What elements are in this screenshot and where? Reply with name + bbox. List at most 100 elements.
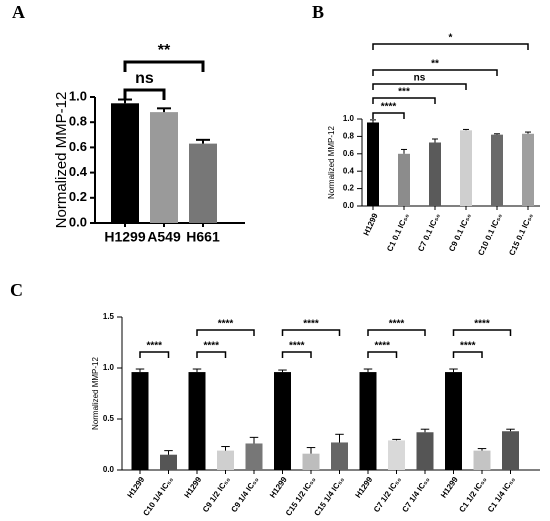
significance-bracket	[196, 351, 227, 358]
significance-bracket	[123, 88, 166, 100]
x-tick-label: C9 0.1 IC₅₀	[447, 212, 473, 253]
bar	[131, 372, 149, 470]
y-tick-label: 0.2	[343, 184, 355, 193]
x-tick-label: H1299	[104, 229, 145, 245]
bar	[359, 372, 377, 470]
significance-bracket	[139, 351, 170, 358]
significance-label: ****	[460, 341, 476, 352]
significance-label: ns	[135, 70, 154, 87]
significance-label: ****	[303, 319, 319, 330]
bar	[367, 122, 379, 206]
significance-label: ns	[414, 73, 426, 84]
y-tick-label: 1.5	[103, 312, 115, 321]
y-tick-label: 0.0	[69, 214, 87, 229]
x-tick-label: H1299	[125, 475, 146, 500]
bar	[188, 372, 206, 470]
y-tick-label: 0.6	[69, 139, 87, 154]
bar	[398, 153, 410, 206]
bar	[388, 440, 405, 470]
significance-label: ***	[398, 87, 410, 98]
x-tick-label: C15 0.1 IC₅₀	[507, 212, 535, 257]
x-tick-label: A549	[147, 229, 181, 245]
y-tick-label: 1.0	[343, 114, 355, 123]
y-axis-label: Normalized MMP-12	[53, 92, 70, 229]
x-tick-label: C7 1/4 IC₅₀	[400, 475, 431, 514]
significance-bracket	[452, 329, 512, 336]
significance-bracket	[372, 83, 467, 90]
significance-bracket	[372, 97, 436, 104]
x-tick-label: C9 1/4 IC₅₀	[229, 475, 260, 514]
significance-label: ****	[289, 341, 305, 352]
significance-label: **	[431, 59, 439, 70]
y-axis-label: Normalized MMP-12	[91, 356, 100, 429]
significance-label: ****	[389, 319, 405, 330]
bar	[491, 134, 503, 206]
y-tick-label: 1.0	[103, 363, 115, 372]
x-tick-label: C10 0.1 IC₅₀	[476, 212, 504, 257]
x-tick-label: H661	[186, 229, 220, 245]
y-tick-label: 0.0	[103, 465, 115, 474]
x-tick-label: C1 0.1 IC₅₀	[385, 212, 411, 253]
x-tick-label: H1299	[268, 475, 289, 500]
x-tick-label: C7 0.1 IC₅₀	[416, 212, 442, 253]
significance-bracket	[372, 69, 498, 76]
x-tick-label: H1299	[182, 475, 203, 500]
significance-bracket	[367, 351, 398, 358]
significance-bracket	[372, 43, 529, 50]
panel-label: B	[312, 2, 324, 22]
y-tick-label: 0.4	[343, 166, 355, 175]
y-tick-label: 0.4	[69, 164, 88, 179]
significance-bracket	[367, 329, 426, 336]
significance-bracket	[123, 60, 205, 72]
significance-label: ****	[218, 319, 234, 330]
bar	[460, 130, 472, 206]
bar	[445, 372, 462, 470]
significance-bracket	[281, 351, 312, 358]
x-tick-label: H1299	[353, 475, 374, 500]
panel-label: C	[10, 280, 23, 300]
bar	[160, 454, 177, 470]
significance-label: *	[449, 33, 453, 44]
significance-label: **	[158, 42, 171, 59]
bar	[274, 372, 291, 470]
bar	[245, 443, 263, 470]
significance-bracket	[372, 112, 405, 119]
significance-bracket	[281, 329, 341, 336]
bar	[150, 112, 178, 223]
y-tick-label: 0.8	[69, 114, 87, 129]
y-axis-label: Normalized MMP-12	[327, 125, 336, 198]
y-tick-label: 0.5	[103, 414, 115, 423]
bar	[331, 442, 348, 470]
x-tick-label: C9 1/2 IC₅₀	[201, 475, 232, 514]
significance-label: ****	[474, 319, 490, 330]
x-tick-label: C7 1/2 IC₅₀	[372, 475, 403, 514]
bar	[217, 450, 234, 470]
bar	[416, 432, 434, 470]
x-tick-label: H1299	[439, 475, 460, 500]
y-tick-label: 1.0	[69, 88, 87, 103]
x-tick-label: H1299	[362, 211, 380, 237]
bar	[189, 143, 217, 223]
bar	[111, 103, 139, 223]
bar	[429, 142, 441, 206]
y-tick-label: 0.0	[343, 201, 355, 210]
panel-label: A	[12, 2, 25, 22]
bar	[473, 450, 491, 470]
significance-label: ****	[374, 341, 390, 352]
significance-bracket	[196, 329, 255, 336]
significance-label: ****	[381, 102, 397, 113]
x-tick-label: C1 1/2 IC₅₀	[457, 475, 488, 514]
bar	[302, 453, 320, 470]
x-tick-label: C15 1/4 IC₅₀	[312, 475, 346, 518]
bar	[502, 431, 519, 470]
y-tick-label: 0.8	[343, 132, 355, 141]
significance-label: ****	[146, 341, 162, 352]
bar	[522, 133, 534, 206]
y-tick-label: 0.2	[69, 189, 87, 204]
significance-label: ****	[203, 341, 219, 352]
x-tick-label: C1 1/4 IC₅₀	[486, 475, 517, 514]
y-tick-label: 0.6	[343, 149, 355, 158]
x-tick-label: C10 1/4 IC₅₀	[141, 475, 175, 518]
significance-bracket	[452, 351, 483, 358]
